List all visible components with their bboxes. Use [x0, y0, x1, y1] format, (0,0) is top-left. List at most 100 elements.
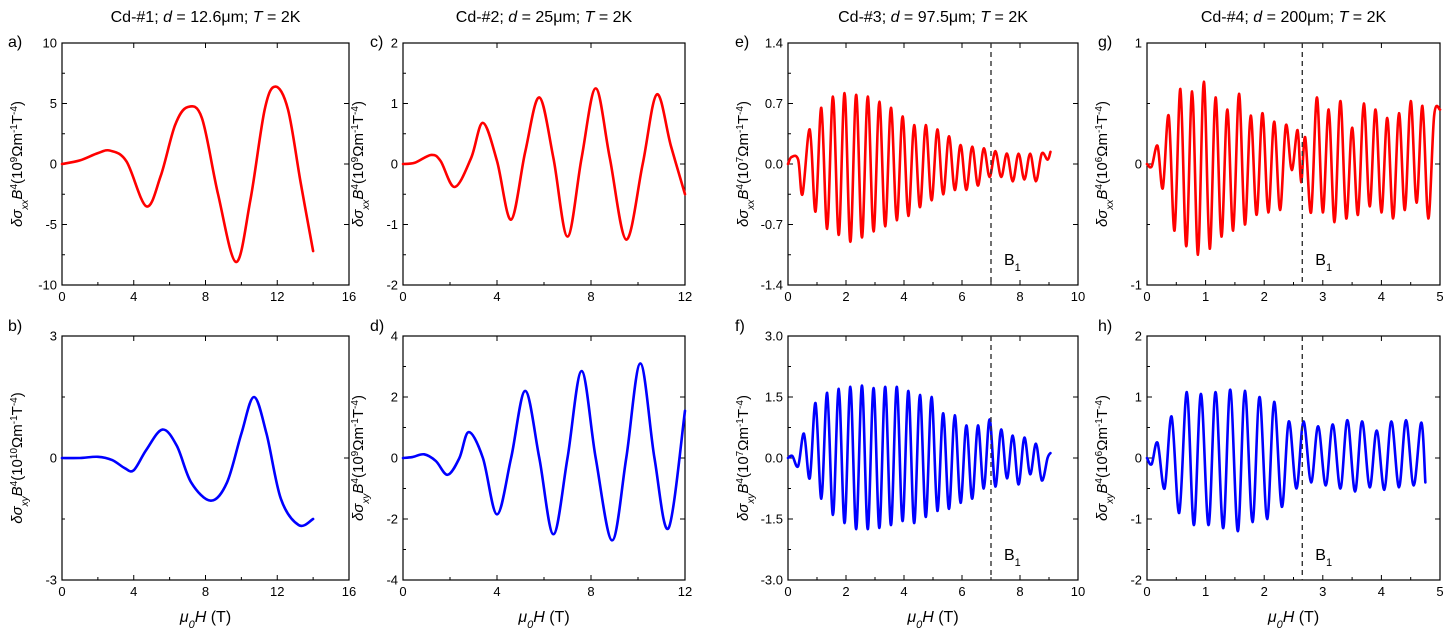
- y-tick-label: 0: [50, 451, 57, 466]
- x-tick-label: 8: [587, 584, 594, 599]
- panel-letter: e): [735, 34, 749, 51]
- y-tick-label: 0: [50, 157, 57, 172]
- marker-label-b1: B1: [1004, 547, 1021, 569]
- x-tick-label: 0: [399, 584, 406, 599]
- y-tick-label: 0: [391, 451, 398, 466]
- marker-label-b1: B1: [1315, 252, 1332, 274]
- marker-label-b1: B1: [1315, 547, 1332, 569]
- x-tick-label: 0: [58, 584, 65, 599]
- series-line-dsxy: [60, 395, 315, 528]
- x-tick-label: 1: [1202, 584, 1209, 599]
- panel-letter: f): [735, 318, 745, 335]
- x-tick-label: 8: [587, 289, 594, 304]
- panel-letter: b): [8, 318, 22, 335]
- x-tick-label: 12: [678, 584, 692, 599]
- axes-frame: [787, 335, 1079, 581]
- x-tick-label: 2: [842, 584, 849, 599]
- x-tick-label: 12: [678, 289, 692, 304]
- x-tick-label: 0: [784, 289, 791, 304]
- y-tick-label: -5: [45, 217, 57, 232]
- x-tick-label: 8: [1016, 289, 1023, 304]
- x-axis-label: μ0H (T): [906, 609, 958, 631]
- x-tick-label: 0: [1143, 289, 1150, 304]
- x-tick-label: 3: [1319, 289, 1326, 304]
- y-tick-label: -3.0: [761, 573, 783, 588]
- x-tick-label: 0: [399, 289, 406, 304]
- x-tick-label: 5: [1436, 584, 1443, 599]
- y-axis-label: δσxyB4(106Ωm-1T-4): [1094, 395, 1116, 521]
- y-tick-label: 2: [1135, 329, 1142, 344]
- x-tick-label: 6: [958, 289, 965, 304]
- series-line-dsxx: [401, 87, 687, 241]
- y-tick-label: -4: [386, 573, 398, 588]
- series-line-dsxy: [401, 362, 687, 542]
- y-tick-label: -1: [386, 217, 398, 232]
- panel-h: 0 1 2 3 4 5 -2 -1 0 1 2 h) δσxyB4(106Ωm-1T-4) μ0H (T)…: [1094, 318, 1444, 631]
- y-tick-label: 3: [50, 329, 57, 344]
- panel-e: 0 2 4 6 8 10 -1.4 -0.7 0.0 0.7 1.4 e) Cd-#3; d = 97.…: [735, 9, 1086, 304]
- panel-title: Cd-#1; d = 12.6μm; T = 2K: [111, 9, 301, 26]
- y-tick-label: 5: [50, 96, 57, 111]
- panel-title: Cd-#4; d = 200μm; T = 2K: [1201, 9, 1387, 26]
- marker-label-b1: B1: [1004, 252, 1021, 274]
- y-tick-label: 3.0: [765, 329, 783, 344]
- y-tick-label: 1: [1135, 390, 1142, 405]
- x-tick-label: 2: [1261, 289, 1268, 304]
- y-tick-label: 1: [391, 96, 398, 111]
- x-tick-label: 4: [1378, 289, 1385, 304]
- x-tick-label: 8: [202, 584, 209, 599]
- x-tick-label: 10: [1071, 584, 1085, 599]
- x-tick-label: 0: [1143, 584, 1150, 599]
- panel-a: 0 4 8 12 16 -10 -5 0 5 10 a) Cd-#1; d = 12.6μm; T =…: [8, 9, 356, 304]
- y-axis-label: δσxxB4(107Ωm-1T-4): [735, 101, 757, 227]
- y-tick-label: 0: [391, 157, 398, 172]
- x-tick-label: 12: [270, 289, 284, 304]
- y-tick-label: -2: [386, 278, 398, 293]
- y-axis-label: δσxxB4(106Ωm-1T-4): [1094, 101, 1116, 227]
- series-line-dsxy: [1145, 388, 1427, 533]
- x-tick-label: 16: [342, 289, 356, 304]
- y-tick-label: -3: [45, 573, 57, 588]
- x-tick-label: 8: [1016, 584, 1023, 599]
- y-tick-label: -1.4: [761, 278, 783, 293]
- x-tick-label: 6: [958, 584, 965, 599]
- x-tick-label: 0: [58, 289, 65, 304]
- y-tick-label: 0.7: [765, 96, 783, 111]
- x-axis-label: μ0H (T): [517, 609, 569, 631]
- y-tick-label: 1.5: [765, 390, 783, 405]
- y-tick-label: 10: [43, 36, 57, 51]
- panel-d: 0 4 8 12 -4 -2 0 2 4 d) δσxyB4(109Ωm-1T-4) μ0H (T): [350, 318, 693, 631]
- x-tick-label: 4: [900, 584, 907, 599]
- axes-frame: [61, 42, 350, 286]
- x-tick-label: 4: [1378, 584, 1385, 599]
- y-axis-label: δσxyB4(107Ωm-1T-4): [735, 395, 757, 521]
- x-tick-label: 8: [202, 289, 209, 304]
- x-tick-label: 1: [1202, 289, 1209, 304]
- panel-letter: h): [1098, 318, 1112, 335]
- x-tick-label: 4: [493, 584, 500, 599]
- y-axis-label: δσxxB4(109Ωm-1T-4): [350, 101, 372, 227]
- y-tick-label: -1: [1130, 278, 1142, 293]
- x-tick-label: 3: [1319, 584, 1326, 599]
- x-tick-label: 4: [900, 289, 907, 304]
- y-axis-label: δσxxB4(109Ωm-1T-4): [9, 101, 31, 227]
- x-tick-label: 0: [784, 584, 791, 599]
- y-tick-label: -1: [1130, 512, 1142, 527]
- y-tick-label: 0.0: [765, 157, 783, 172]
- y-tick-label: -1.5: [761, 512, 783, 527]
- x-tick-label: 4: [130, 584, 137, 599]
- y-tick-label: -2: [386, 512, 398, 527]
- x-tick-label: 12: [270, 584, 284, 599]
- x-axis-label: μ0H (T): [1267, 609, 1319, 631]
- panel-letter: g): [1098, 34, 1112, 51]
- series-line-dsxx: [60, 85, 315, 264]
- y-tick-label: 4: [391, 329, 398, 344]
- y-tick-label: -2: [1130, 573, 1142, 588]
- panel-letter: a): [8, 34, 22, 51]
- y-tick-label: -10: [38, 278, 57, 293]
- y-tick-label: 2: [391, 36, 398, 51]
- panel-f: 0 2 4 6 8 10 -3.0 -1.5 0.0 1.5 3.0 f) δσxyB4(107Ωm-1…: [735, 318, 1086, 631]
